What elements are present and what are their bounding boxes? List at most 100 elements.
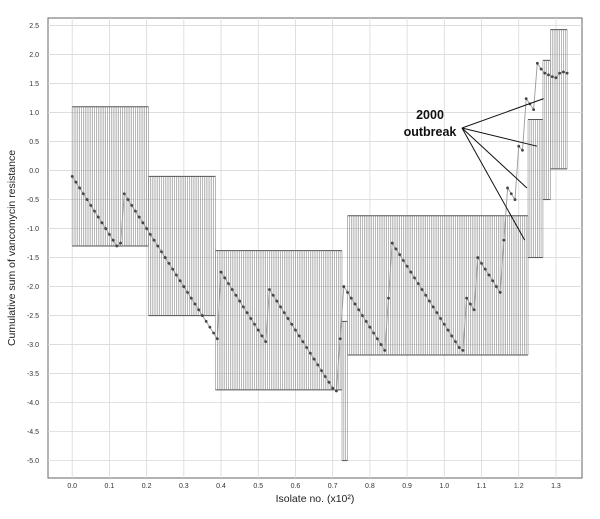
cusum-point xyxy=(491,279,495,283)
cusum-point xyxy=(554,76,558,80)
cusum-point xyxy=(253,322,256,326)
cusum-point xyxy=(476,256,480,259)
cusum-point xyxy=(301,340,305,344)
x-tick-label: 0.7 xyxy=(328,483,338,490)
cusum-point xyxy=(111,238,115,242)
cusum-point xyxy=(89,203,93,207)
cusum-point xyxy=(338,337,342,341)
cusum-point xyxy=(401,259,405,262)
cusum-point xyxy=(219,270,223,274)
cusum-point xyxy=(461,348,465,352)
cusum-point xyxy=(189,296,193,300)
cusum-point xyxy=(547,73,550,77)
cusum-point xyxy=(454,340,457,344)
cusum-point xyxy=(379,343,383,346)
y-tick-label: -3.5 xyxy=(27,371,39,378)
cusum-point xyxy=(286,317,290,320)
cusum-point xyxy=(465,296,469,300)
cusum-point xyxy=(115,244,119,248)
cusum-point xyxy=(435,311,439,315)
cusum-point xyxy=(290,322,294,326)
cusum-series xyxy=(70,61,569,393)
x-tick-label: 0.1 xyxy=(105,483,115,490)
cusum-point xyxy=(513,198,517,201)
cusum-point xyxy=(342,285,346,288)
cusum-point xyxy=(78,186,82,190)
cusum-point xyxy=(294,328,297,332)
cusum-point xyxy=(561,70,565,74)
y-tick-label: 0.5 xyxy=(29,139,39,146)
cusum-point xyxy=(357,308,361,312)
y-tick-labels: 2.5 2.0 1.5 1.0 0.5 0.0 -0.5 -1.0 -1.5 -2.0 -2.5 -3… xyxy=(27,23,39,465)
y-tick-label: -0.5 xyxy=(27,197,39,204)
cusum-point xyxy=(249,317,253,320)
x-tick-label: 0.9 xyxy=(402,483,412,490)
y-tick-label: 0.0 xyxy=(29,168,39,175)
limit-segment xyxy=(341,320,348,462)
cusum-point xyxy=(517,144,521,148)
cusum-point xyxy=(349,296,353,300)
x-tick-label: 0.0 xyxy=(67,483,77,490)
cusum-point xyxy=(93,209,96,213)
cusum-point xyxy=(178,279,182,283)
cusum-point xyxy=(208,325,212,329)
cusum-point xyxy=(409,270,413,274)
annotation-pointer xyxy=(461,127,538,147)
cusum-point xyxy=(212,331,215,335)
cusum-point xyxy=(361,314,364,317)
cusum-point xyxy=(535,61,539,65)
cusum-point xyxy=(204,319,208,323)
cusum-point xyxy=(424,293,428,297)
cusum-point xyxy=(375,337,379,341)
cusum-point xyxy=(260,334,264,338)
plot-frame xyxy=(47,17,583,479)
y-tick-label: -4.5 xyxy=(27,429,39,436)
cusum-point xyxy=(457,346,461,349)
cusum-point xyxy=(234,293,238,297)
x-tick-label: 0.5 xyxy=(253,483,263,490)
limit-segment xyxy=(71,106,149,247)
y-tick-label: 2.5 xyxy=(29,23,39,30)
annotation-pointer xyxy=(461,127,528,189)
limit-segment xyxy=(550,29,568,170)
cusum-point xyxy=(282,311,286,315)
cusum-point xyxy=(327,380,331,384)
cusum-point xyxy=(70,174,74,178)
cusum-point xyxy=(275,299,279,303)
x-tick-labels: 0.0 0.1 0.2 0.3 0.4 0.5 0.6 0.7 0.8 0.9 1.0 1.1 1.2 1… xyxy=(67,483,561,490)
cusum-point xyxy=(442,322,446,326)
cusum-point xyxy=(346,290,349,294)
cusum-point xyxy=(543,71,547,75)
cusum-point xyxy=(160,250,163,254)
y-tick-label: 1.0 xyxy=(29,110,39,117)
x-tick-label: 1.3 xyxy=(551,483,561,490)
cusum-point xyxy=(268,288,271,291)
cusum-point xyxy=(264,340,268,344)
annotation-pointer xyxy=(461,98,544,129)
cusum-point xyxy=(241,305,245,309)
cusum-point xyxy=(506,186,509,190)
cusum-point xyxy=(271,293,275,297)
limit-segments xyxy=(71,29,568,462)
cusum-point xyxy=(495,285,498,288)
cusum-point xyxy=(312,357,316,361)
outbreak-annotation: 2000 outbreak xyxy=(404,98,544,241)
y-tick-label: -2.0 xyxy=(27,284,39,291)
x-tick-label: 0.3 xyxy=(179,483,189,490)
annotation-line-1: 2000 xyxy=(416,108,444,122)
cusum-point xyxy=(96,215,100,219)
limit-segment xyxy=(542,59,551,201)
cusum-point xyxy=(238,299,242,303)
x-tick-label: 0.4 xyxy=(216,483,226,490)
cusum-point xyxy=(364,319,368,323)
cusum-point xyxy=(372,331,376,335)
y-tick-label: -2.5 xyxy=(27,313,39,320)
annotation-pointer xyxy=(461,127,526,241)
cusum-point xyxy=(480,261,483,265)
cusum-point xyxy=(394,247,398,251)
cusum-point xyxy=(197,308,201,312)
cusum-point xyxy=(316,363,320,367)
x-tick-label: 0.8 xyxy=(365,483,375,490)
cusum-point xyxy=(223,276,227,280)
cusum-point xyxy=(74,180,78,184)
